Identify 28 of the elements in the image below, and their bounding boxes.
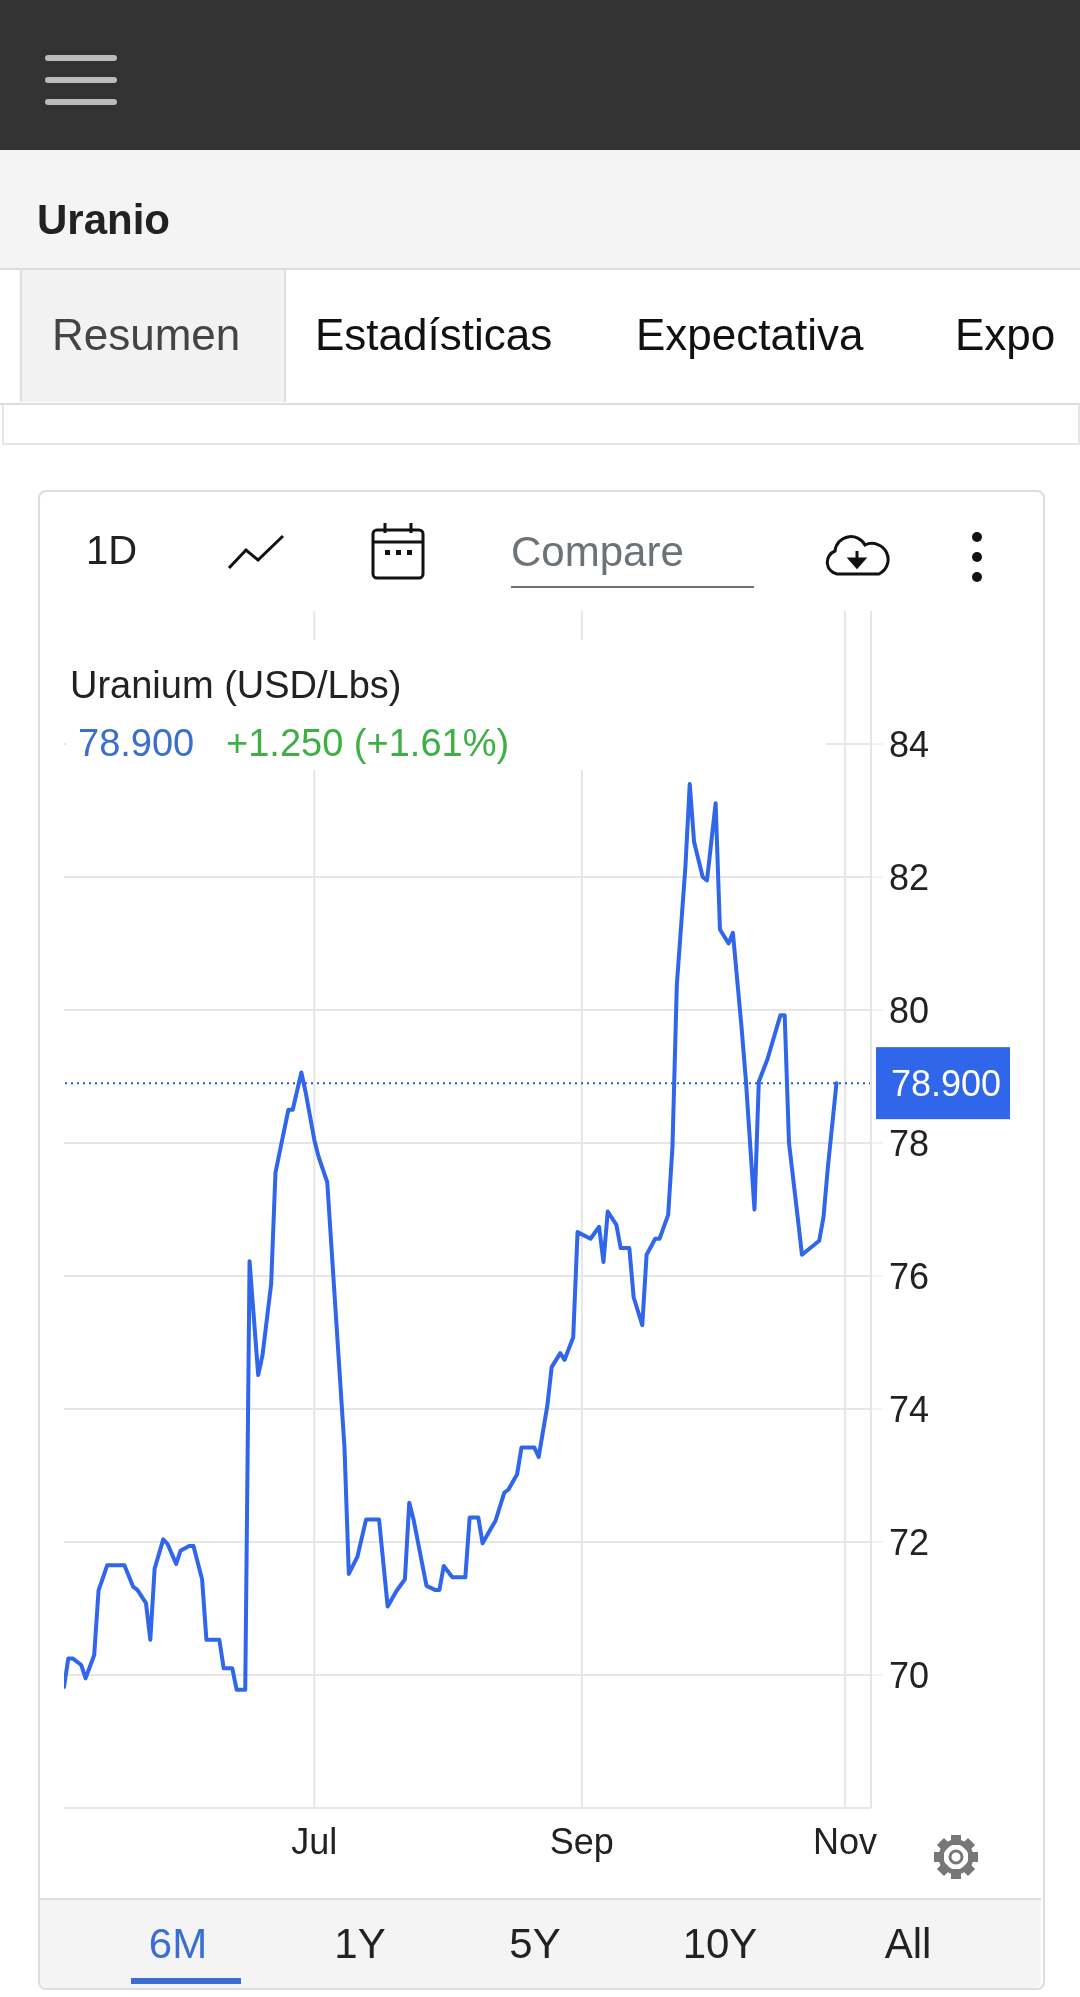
- text: 10Y: [681, 1920, 759, 1968]
- text: All: [883, 1920, 933, 1968]
- text: Resumen: [52, 310, 241, 360]
- y-tick-label: 84: [889, 723, 930, 765]
- y-tick-label: 74: [889, 1388, 930, 1430]
- x-tick-label: Nov: [813, 1820, 878, 1862]
- x-tick-label: Sep: [549, 1820, 614, 1862]
- line-series: [64, 781, 839, 1692]
- text: Uranium (USD/Lbs): [70, 664, 402, 707]
- y-tick-label: 76: [889, 1255, 930, 1297]
- text: 1Y: [333, 1920, 387, 1968]
- text: Expo: [955, 310, 1056, 360]
- y-tick-label: 78: [889, 1122, 930, 1164]
- ref-line-label: 78.900: [891, 1063, 1002, 1105]
- y-tick-label: 82: [889, 856, 930, 898]
- y-tick-label: 80: [889, 989, 930, 1031]
- text: Estadísticas: [315, 310, 553, 360]
- y-tick-label: 70: [889, 1654, 930, 1696]
- chart-title: Uranio: [37, 196, 171, 244]
- text: 5Y: [508, 1920, 562, 1968]
- text: Compare: [511, 528, 684, 576]
- text: 1D: [86, 528, 138, 573]
- x-tick-label: Jul: [291, 1820, 338, 1862]
- y-tick-label: 72: [889, 1521, 930, 1563]
- text: Expectativa: [636, 310, 864, 360]
- annotation: 78.900: [78, 722, 195, 765]
- text: 6M: [147, 1920, 209, 1968]
- annotation: +1.250 (+1.61%): [226, 722, 510, 765]
